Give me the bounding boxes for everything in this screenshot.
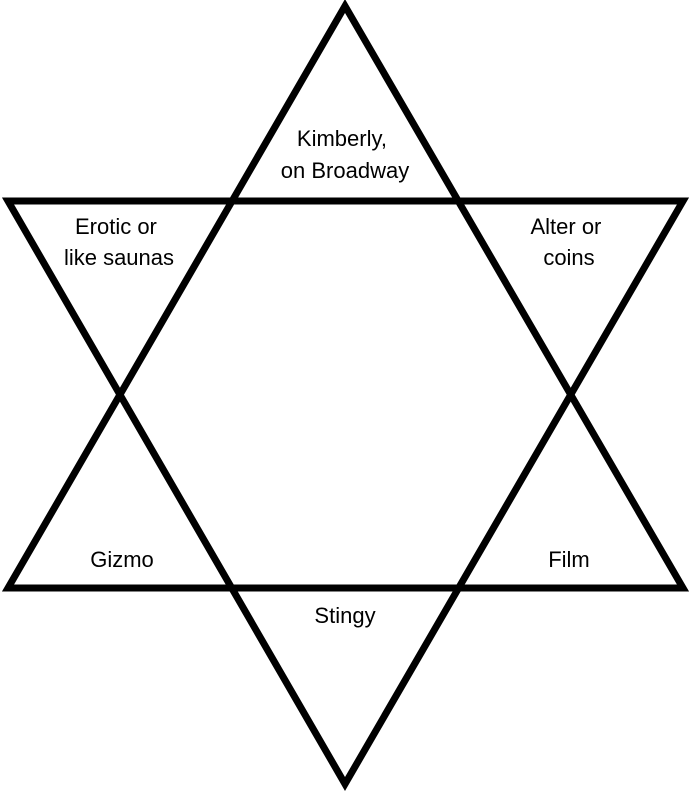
clue-lower-right: Film	[548, 547, 590, 572]
clue-upper-left: Erotic or like saunas	[64, 214, 174, 270]
clue-top-line-2: on Broadway	[281, 158, 409, 183]
downward-triangle	[1, 197, 690, 791]
clue-upper-right-line-2: coins	[543, 245, 594, 270]
clue-top-line-1: Kimberly,	[297, 126, 387, 151]
clue-upper-left-line-2: like saunas	[64, 245, 174, 270]
clue-upper-right: Alter or coins	[530, 214, 607, 270]
clue-bottom-line-1: Stingy	[314, 603, 375, 628]
clue-upper-left-line-1: Erotic or	[75, 214, 157, 239]
clue-upper-right-line-1: Alter or	[530, 214, 601, 239]
upward-triangle	[1, 0, 690, 592]
clue-lower-left: Gizmo	[90, 547, 154, 572]
clue-lower-right-line-1: Film	[548, 547, 590, 572]
clue-lower-left-line-1: Gizmo	[90, 547, 154, 572]
clue-bottom: Stingy	[314, 603, 375, 628]
clue-top: Kimberly, on Broadway	[281, 126, 409, 183]
